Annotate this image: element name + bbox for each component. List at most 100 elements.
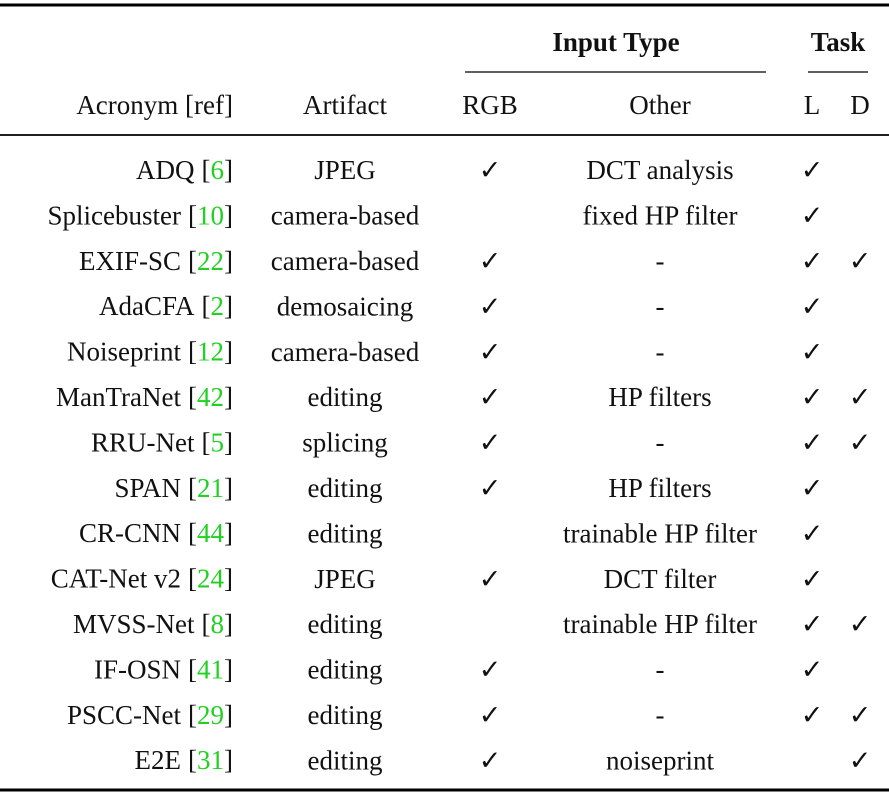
check: ✓ [801,428,824,458]
ref-number: 6 [211,155,225,185]
ref-bracket: ] [224,745,233,775]
group-header: Task [811,27,866,57]
artifact: demosaicing [277,291,413,321]
ref-bracket: [ [188,700,197,730]
ref-number: 29 [197,700,224,730]
other: - [656,246,665,276]
check: ✓ [849,700,872,730]
ref-number: 41 [197,655,224,685]
acronym-name: Splicebuster [48,201,181,231]
ref-number: 12 [197,337,224,367]
ref-number: 2 [211,291,225,321]
ref-bracket: ] [224,655,233,685]
check: ✓ [801,564,824,594]
artifact: editing [308,609,383,639]
check: ✓ [849,382,872,412]
check: ✓ [479,428,502,458]
ref-bracket: [ [202,428,211,458]
artifact: editing [308,518,383,548]
ref-number: 42 [197,382,224,412]
artifact: camera-based [271,337,420,367]
check: ✓ [849,246,872,276]
check: ✓ [801,382,824,412]
artifact: splicing [302,428,388,458]
acronym: SPAN [21] [114,473,233,503]
other: trainable HP filter [563,609,757,639]
ref-bracket: ] [224,428,233,458]
artifact: editing [308,700,383,730]
acronym-name: SPAN [114,473,181,503]
acronym: E2E [31] [135,745,234,775]
other: trainable HP filter [563,518,757,548]
artifact: JPEG [314,564,376,594]
ref-bracket: ] [224,564,233,594]
acronym: CR-CNN [44] [79,518,233,548]
ref-bracket: ] [224,291,233,321]
column-header: RGB [462,90,518,120]
acronym: Noiseprint [12] [67,337,233,367]
acronym-name: RRU-Net [91,428,195,458]
check: ✓ [479,655,502,685]
artifact: JPEG [314,155,376,185]
acronym: RRU-Net [5] [91,428,233,458]
check: ✓ [479,155,502,185]
ref-number: 10 [197,201,224,231]
check: ✓ [479,564,502,594]
acronym-name: CAT-Net v2 [51,564,181,594]
ref-bracket: ] [224,155,233,185]
acronym-name: ManTraNet [56,382,181,412]
check: ✓ [801,155,824,185]
acronym: CAT-Net v2 [24] [51,564,233,594]
ref-number: 8 [211,609,225,639]
ref-bracket: [ [202,291,211,321]
ref-bracket: ] [224,201,233,231]
acronym-name: ADQ [136,155,195,185]
ref-bracket: [ [202,155,211,185]
artifact: editing [308,655,383,685]
acronym-name: CR-CNN [79,518,181,548]
column-header: Other [629,90,690,120]
other: - [656,337,665,367]
ref-bracket: ] [224,246,233,276]
ref-bracket: [ [188,337,197,367]
ref-number: 24 [197,564,225,594]
acronym: PSCC-Net [29] [67,700,233,730]
ref-number: 44 [197,518,225,548]
ref-bracket: ] [224,382,233,412]
artifact: editing [308,473,383,503]
acronym-name: MVSS-Net [73,609,195,639]
check: ✓ [801,201,824,231]
other: fixed HP filter [583,201,738,231]
ref-number: 5 [211,428,225,458]
other: - [656,700,665,730]
check: ✓ [479,382,502,412]
artifact: editing [308,745,383,775]
check: ✓ [801,246,824,276]
ref-bracket: [ [188,473,197,503]
artifact: camera-based [271,246,420,276]
check: ✓ [801,655,824,685]
ref-bracket: [ [188,382,197,412]
ref-number: 21 [197,473,224,503]
ref-bracket: [ [188,655,197,685]
ref-bracket: ] [224,518,233,548]
check: ✓ [479,246,502,276]
ref-bracket: [ [202,609,211,639]
check: ✓ [801,291,824,321]
column-header: D [850,90,870,120]
acronym-name: IF-OSN [94,655,181,685]
ref-bracket: [ [188,518,197,548]
acronym: Splicebuster [10] [48,201,233,231]
ref-bracket: [ [188,564,197,594]
other: - [656,428,665,458]
check: ✓ [801,518,824,548]
ref-number: 22 [197,246,224,276]
ref-bracket: [ [188,201,197,231]
check: ✓ [479,291,502,321]
column-header: Acronym [ref] [76,90,233,120]
other: - [656,291,665,321]
other: noiseprint [606,745,714,775]
check: ✓ [849,428,872,458]
acronym-name: PSCC-Net [67,700,182,730]
